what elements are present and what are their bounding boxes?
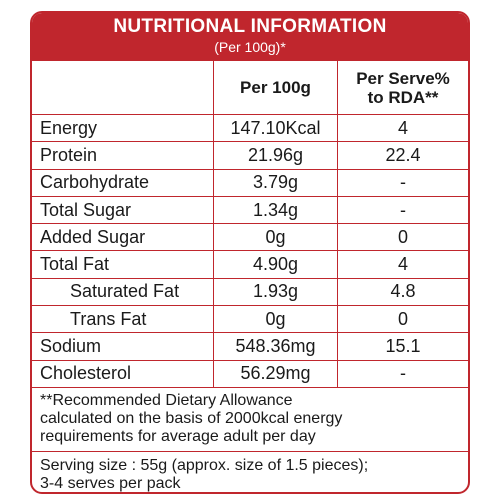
nutrient-name: Energy	[32, 115, 214, 142]
serving-line: 3-4 serves per pack	[40, 474, 181, 492]
header-cell-per100: Per 100g	[214, 61, 338, 114]
table-row: Trans Fat 0g 0	[32, 306, 468, 334]
table-row: Total Fat 4.90g 4	[32, 251, 468, 279]
header-serve-line1: Per Serve%	[356, 68, 450, 88]
nutrient-name: Added Sugar	[32, 224, 214, 251]
panel-subtitle: (Per 100g)*	[214, 39, 286, 55]
per100-value: 56.29mg	[214, 360, 338, 387]
panel-title: NUTRITIONAL INFORMATION	[113, 16, 387, 37]
per100-value: 21.96g	[214, 142, 338, 169]
per100-value: 4.90g	[214, 251, 338, 278]
table-row: Carbohydrate 3.79g -	[32, 169, 468, 197]
serve-value: 4.8	[390, 281, 416, 302]
nutrient-name: Cholesterol	[32, 360, 214, 387]
serve-value: 22.4	[385, 144, 421, 165]
serving-info: Serving size : 55g (approx. size of 1.5 …	[32, 452, 468, 492]
header-cell-nutrient	[32, 61, 214, 114]
serving-line: Serving size : 55g (approx. size of 1.5 …	[40, 456, 369, 474]
nutrient-name: Carbohydrate	[32, 169, 214, 196]
table-row: Sodium 548.36mg 15.1	[32, 333, 468, 361]
table-row: Cholesterol 56.29mg -	[32, 360, 468, 388]
nutrient-name: Total Fat	[32, 251, 214, 278]
serve-value: 4	[397, 254, 408, 275]
nutrient-name: Sodium	[32, 333, 214, 360]
nutrition-panel: NUTRITIONAL INFORMATION (Per 100g)* Per …	[30, 11, 470, 494]
panel-header: NUTRITIONAL INFORMATION (Per 100g)*	[32, 13, 468, 61]
nutrient-name: Trans Fat	[32, 306, 214, 333]
serve-value: 4	[397, 117, 408, 138]
per100-value: 3.79g	[214, 169, 338, 196]
nutrient-name: Total Sugar	[32, 196, 214, 224]
rda-footnote: **Recommended Dietary Allowance calculat…	[32, 388, 468, 452]
table-header-row: Per 100g Per Serve% to RDA**	[32, 61, 468, 115]
per100-value: 0g	[214, 224, 338, 251]
header-serve-line2: to RDA**	[367, 87, 439, 107]
serve-value: 0	[397, 308, 408, 329]
serve-value: -	[400, 199, 406, 220]
per100-value: 0g	[214, 306, 338, 333]
table-row: Protein 21.96g 22.4	[32, 142, 468, 170]
header-cell-serve: Per Serve% to RDA**	[338, 61, 468, 114]
table-row: Saturated Fat 1.93g 4.8	[32, 278, 468, 307]
footnote-line: **Recommended Dietary Allowance	[40, 391, 293, 409]
serve-value: 0	[397, 226, 408, 247]
table-row: Added Sugar 0g 0	[32, 224, 468, 252]
serve-value: 15.1	[385, 336, 421, 357]
footnote-line: requirements for average adult per day	[40, 427, 316, 445]
per100-value: 548.36mg	[214, 333, 338, 360]
serve-value: -	[400, 363, 406, 384]
per100-value: 1.34g	[214, 196, 338, 224]
table-row: Total Sugar 1.34g -	[32, 196, 468, 225]
serve-value: -	[400, 172, 406, 193]
per100-value: 147.10Kcal	[214, 115, 338, 142]
table-row: Energy 147.10Kcal 4	[32, 115, 468, 143]
per100-value: 1.93g	[214, 278, 338, 306]
footnote-line: calculated on the basis of 2000kcal ener…	[40, 409, 343, 427]
nutrient-name: Protein	[32, 142, 214, 169]
nutrient-name: Saturated Fat	[32, 278, 214, 306]
nutrition-table: Per 100g Per Serve% to RDA** Energy 147.…	[32, 61, 468, 388]
